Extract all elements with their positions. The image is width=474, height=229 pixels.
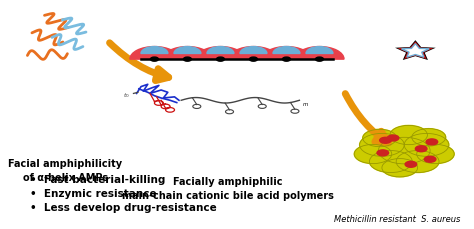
Circle shape	[369, 151, 412, 173]
Circle shape	[390, 126, 428, 145]
Wedge shape	[229, 47, 278, 60]
Wedge shape	[174, 47, 201, 54]
Circle shape	[396, 151, 439, 173]
Circle shape	[424, 157, 436, 163]
Circle shape	[363, 130, 397, 147]
Circle shape	[360, 134, 404, 157]
Wedge shape	[130, 47, 179, 60]
Wedge shape	[196, 47, 245, 60]
Circle shape	[412, 129, 446, 146]
Circle shape	[417, 145, 454, 164]
Circle shape	[415, 146, 427, 152]
Circle shape	[354, 145, 392, 164]
Wedge shape	[262, 47, 311, 60]
Wedge shape	[163, 47, 212, 60]
Wedge shape	[306, 47, 333, 54]
Wedge shape	[207, 47, 234, 54]
Text: •  Less develop drug-resistance: • Less develop drug-resistance	[29, 202, 216, 212]
Circle shape	[404, 134, 449, 157]
Circle shape	[183, 58, 191, 62]
Circle shape	[249, 58, 257, 62]
Circle shape	[426, 139, 438, 145]
Circle shape	[150, 58, 158, 62]
Circle shape	[378, 138, 430, 164]
Circle shape	[382, 159, 418, 177]
Polygon shape	[395, 41, 436, 61]
Circle shape	[283, 58, 291, 62]
Text: $_{m}$: $_{m}$	[301, 100, 309, 109]
Text: Methicillin resistant  S. aureus: Methicillin resistant S. aureus	[334, 214, 461, 223]
Text: •  Enzymic resistance: • Enzymic resistance	[29, 188, 156, 198]
Text: Facially amphiphilic
main-chain cationic bile acid polymers: Facially amphiphilic main-chain cationic…	[122, 177, 334, 200]
Circle shape	[377, 150, 389, 156]
Wedge shape	[273, 47, 300, 54]
Circle shape	[387, 135, 399, 141]
Circle shape	[380, 138, 391, 144]
Polygon shape	[401, 44, 429, 58]
Wedge shape	[141, 47, 168, 54]
Polygon shape	[398, 42, 433, 60]
Text: •  Fast bacterial-killing: • Fast bacterial-killing	[29, 174, 165, 184]
Text: Facial amphiphilicity
of α-helix AMPs: Facial amphiphilicity of α-helix AMPs	[8, 158, 122, 182]
Wedge shape	[240, 47, 267, 54]
Text: $t_0$: $t_0$	[123, 91, 130, 100]
Circle shape	[316, 58, 323, 62]
Wedge shape	[295, 47, 344, 60]
Circle shape	[405, 162, 417, 168]
Circle shape	[217, 58, 225, 62]
